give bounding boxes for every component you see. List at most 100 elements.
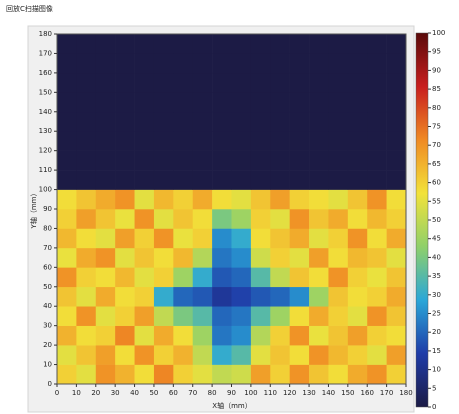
heatmap-cell	[347, 92, 368, 113]
heatmap-cell	[289, 150, 310, 171]
heatmap-cell	[57, 34, 77, 54]
heatmap-cell	[328, 247, 349, 268]
heatmap-cell	[309, 92, 329, 113]
heatmap-cell	[289, 111, 310, 132]
heatmap-cell	[250, 325, 271, 346]
y-tick-label: 110	[39, 166, 52, 174]
heatmap-cell	[289, 72, 310, 93]
heatmap-cell	[386, 189, 407, 210]
heatmap-cell	[173, 150, 194, 171]
heatmap-cell	[95, 364, 116, 385]
heatmap-cell	[153, 364, 174, 385]
heatmap-cell	[115, 150, 135, 171]
heatmap-cell	[173, 306, 194, 326]
colorbar	[415, 32, 429, 408]
heatmap-cell	[192, 306, 213, 326]
heatmap-cell	[76, 92, 97, 113]
heatmap-cell	[173, 72, 194, 93]
heatmap-cell	[270, 53, 290, 74]
heatmap-cell	[309, 72, 329, 93]
heatmap-cell	[153, 267, 174, 288]
heatmap-cell	[134, 72, 155, 93]
heatmap-cell	[309, 189, 329, 210]
heatmap-cell	[231, 325, 252, 346]
heatmap-cell	[212, 286, 232, 307]
heatmap-cell	[76, 247, 97, 268]
heatmap-cell	[367, 92, 387, 113]
x-tick-label: 140	[322, 389, 335, 397]
y-tick-label: 130	[39, 127, 52, 135]
colorbar-tick-label: 5	[432, 384, 436, 392]
heatmap-cell	[115, 306, 135, 326]
heatmap-cell	[115, 92, 135, 113]
heatmap-cell	[76, 364, 97, 385]
heatmap-cell	[173, 286, 194, 307]
heatmap-cell	[250, 131, 271, 151]
heatmap-cell	[115, 170, 135, 190]
heatmap-cell	[231, 306, 252, 326]
heatmap-cell	[192, 325, 213, 346]
heatmap-cell	[347, 53, 368, 74]
colorbar-tick-label: 80	[432, 104, 441, 112]
heatmap-cell	[212, 345, 232, 365]
heatmap-cell	[270, 247, 290, 268]
heatmap-cell	[153, 209, 174, 229]
heatmap-cell	[367, 209, 387, 229]
heatmap-cell	[250, 72, 271, 93]
heatmap-cell	[386, 72, 407, 93]
y-tick-label: 50	[43, 283, 52, 291]
heatmap-cell	[270, 72, 290, 93]
heatmap-cell	[309, 209, 329, 229]
heatmap-cell	[328, 345, 349, 365]
heatmap-cell	[309, 131, 329, 151]
heatmap-cell	[250, 189, 271, 210]
heatmap-cell	[134, 170, 155, 190]
heatmap-cell	[192, 345, 213, 365]
heatmap-cell	[192, 286, 213, 307]
heatmap-cell	[231, 189, 252, 210]
heatmap-cell	[328, 228, 349, 249]
heatmap-cell	[289, 267, 310, 288]
heatmap-cell	[76, 34, 97, 54]
x-tick-label: 120	[283, 389, 296, 397]
heatmap-cell	[153, 34, 174, 54]
heatmap-cell	[212, 325, 232, 346]
heatmap-cell	[347, 247, 368, 268]
heatmap-cell	[212, 92, 232, 113]
heatmap-cell	[134, 189, 155, 210]
heatmap-cell	[328, 267, 349, 288]
heatmap-cell	[134, 34, 155, 54]
heatmap-cell	[250, 111, 271, 132]
chart-title: 回放C扫描图像	[6, 4, 53, 13]
heatmap-cell	[386, 170, 407, 190]
x-tick-label: 130	[302, 389, 315, 397]
heatmap-cell	[153, 150, 174, 171]
heatmap-cell	[95, 345, 116, 365]
heatmap-cell	[192, 150, 213, 171]
heatmap-cell	[95, 53, 116, 74]
heatmap-cell	[134, 92, 155, 113]
heatmap-cell	[95, 247, 116, 268]
heatmap-cell	[309, 53, 329, 74]
heatmap-cell	[134, 306, 155, 326]
heatmap-cell	[153, 111, 174, 132]
heatmap-cell	[134, 364, 155, 385]
x-tick-label: 10	[72, 389, 81, 397]
heatmap-cell	[57, 92, 77, 113]
heatmap-cell	[328, 306, 349, 326]
heatmap-cell	[347, 345, 368, 365]
heatmap-cell	[386, 286, 407, 307]
heatmap-cell	[192, 189, 213, 210]
heatmap-cell	[367, 345, 387, 365]
heatmap-cell	[270, 345, 290, 365]
heatmap-cell	[386, 306, 407, 326]
heatmap-cell	[347, 131, 368, 151]
heatmap-cell	[173, 34, 194, 54]
heatmap-cell	[309, 306, 329, 326]
heatmap-cell	[386, 111, 407, 132]
heatmap-cell	[328, 72, 349, 93]
heatmap-cell	[192, 170, 213, 190]
heatmap-cell	[386, 150, 407, 171]
heatmap-cell	[367, 34, 387, 54]
heatmap-cell	[212, 170, 232, 190]
